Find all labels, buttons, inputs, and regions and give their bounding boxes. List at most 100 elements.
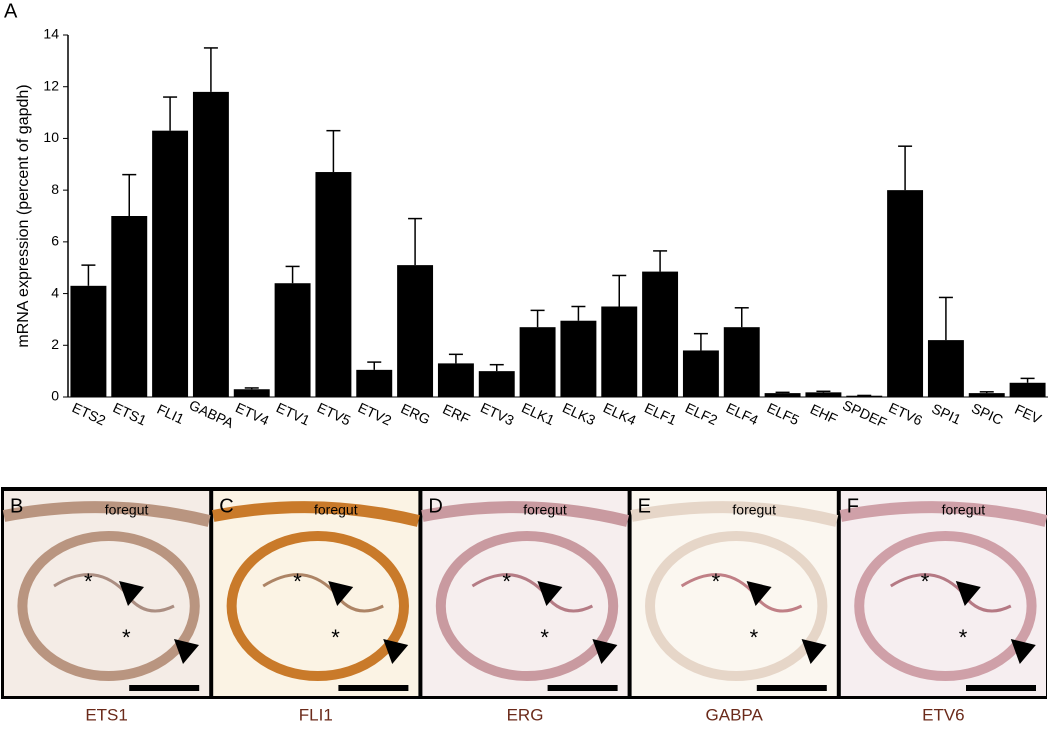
bar xyxy=(356,369,393,397)
x-tick-label: ELK4 xyxy=(601,399,639,428)
scale-bar xyxy=(966,685,1036,691)
scale-bar xyxy=(547,685,618,691)
asterisk: * xyxy=(502,569,511,594)
asterisk: * xyxy=(122,625,131,650)
x-tick-label: ELF5 xyxy=(765,400,802,429)
arrowhead xyxy=(119,581,144,606)
y-tick-label: 2 xyxy=(51,336,59,352)
bar xyxy=(397,265,434,397)
region-label: foregut xyxy=(942,502,986,518)
bar xyxy=(560,320,597,397)
bar xyxy=(192,91,229,397)
panel-letter: E xyxy=(638,495,651,517)
asterisk: * xyxy=(712,569,721,594)
x-tick-label: ELF4 xyxy=(724,400,761,429)
bar xyxy=(111,216,148,397)
x-tick-label: SPIC xyxy=(969,400,1005,428)
micrograph xyxy=(213,491,419,696)
arrowhead xyxy=(801,639,827,664)
bar xyxy=(601,306,638,397)
asterisk: * xyxy=(750,625,759,650)
micrograph xyxy=(631,491,837,696)
bar xyxy=(152,130,189,397)
caption: FLI1 xyxy=(299,705,333,724)
asterisk: * xyxy=(331,625,340,650)
x-tick-label: ETV1 xyxy=(274,399,313,428)
tissue-ring xyxy=(435,531,619,681)
region-label: foregut xyxy=(105,502,149,518)
bar xyxy=(805,392,842,397)
panel-letter: A xyxy=(4,0,18,22)
foregut-tissue xyxy=(421,501,630,527)
x-tick-label: FLI1 xyxy=(155,401,187,427)
x-tick-label: ELK1 xyxy=(519,399,557,428)
micrograph xyxy=(840,491,1046,696)
arrowhead xyxy=(174,639,199,664)
region-label: foregut xyxy=(523,502,567,518)
y-tick-label: 0 xyxy=(51,388,59,404)
x-tick-label: SPI1 xyxy=(929,400,963,427)
asterisk: * xyxy=(959,625,968,650)
foregut-tissue xyxy=(839,501,1048,527)
y-axis-label: mRNA expression (percent of gapdh) xyxy=(15,84,32,347)
x-tick-label: ETV5 xyxy=(315,399,354,428)
bar xyxy=(642,271,679,397)
tissue-ring xyxy=(17,531,200,681)
caption: ETS1 xyxy=(85,705,128,724)
bar xyxy=(764,393,801,397)
asterisk: * xyxy=(921,569,930,594)
y-tick-label: 10 xyxy=(43,129,59,145)
arrowhead xyxy=(746,581,772,606)
arrowhead xyxy=(1010,639,1036,664)
bar xyxy=(478,371,515,397)
arrowhead xyxy=(537,581,563,606)
x-tick-label: SPDEF xyxy=(840,397,889,431)
x-tick-label: ELF2 xyxy=(683,400,720,429)
panel-letter: D xyxy=(428,495,442,517)
x-tick-label: ETV2 xyxy=(356,399,395,428)
bar xyxy=(887,190,924,397)
arrowhead xyxy=(592,639,618,664)
asterisk: * xyxy=(84,569,93,594)
bar xyxy=(846,395,883,397)
foregut-tissue xyxy=(2,501,211,527)
bar xyxy=(723,327,760,397)
caption: ETV6 xyxy=(922,705,965,724)
x-tick-label: GABPA xyxy=(187,397,237,432)
bar xyxy=(274,283,311,397)
x-tick-label: ETS1 xyxy=(111,399,150,428)
y-tick-label: 14 xyxy=(43,26,59,42)
tissue-ring xyxy=(645,531,828,681)
tissue-ring xyxy=(226,531,409,681)
scale-bar xyxy=(129,685,200,691)
x-tick-label: ETV4 xyxy=(233,399,272,428)
bar xyxy=(437,363,474,397)
x-tick-label: ETV6 xyxy=(886,399,925,428)
arrowhead xyxy=(328,581,354,606)
panel-letter: C xyxy=(219,495,233,517)
asterisk: * xyxy=(293,569,302,594)
bar xyxy=(233,389,270,397)
y-tick-label: 4 xyxy=(51,284,59,300)
x-tick-label: ETV3 xyxy=(478,399,517,428)
foregut-tissue xyxy=(630,501,839,527)
asterisk: * xyxy=(540,625,549,650)
scale-bar xyxy=(756,685,827,691)
bar xyxy=(70,285,107,397)
y-tick-label: 6 xyxy=(51,233,59,249)
micrograph xyxy=(4,491,210,696)
arrowhead xyxy=(955,581,981,606)
foregut-tissue xyxy=(212,501,420,527)
caption: ERG xyxy=(507,705,544,724)
bar xyxy=(927,340,964,397)
micrograph xyxy=(422,491,628,696)
panel-letter: B xyxy=(10,495,23,517)
y-tick-label: 12 xyxy=(43,77,59,93)
x-tick-label: ELK3 xyxy=(560,399,598,428)
x-tick-label: ERF xyxy=(440,401,472,427)
region-label: foregut xyxy=(314,502,358,518)
region-label: foregut xyxy=(732,502,776,518)
panel-letter: F xyxy=(847,495,859,517)
bar xyxy=(682,350,719,397)
x-tick-label: ELF1 xyxy=(642,400,679,429)
